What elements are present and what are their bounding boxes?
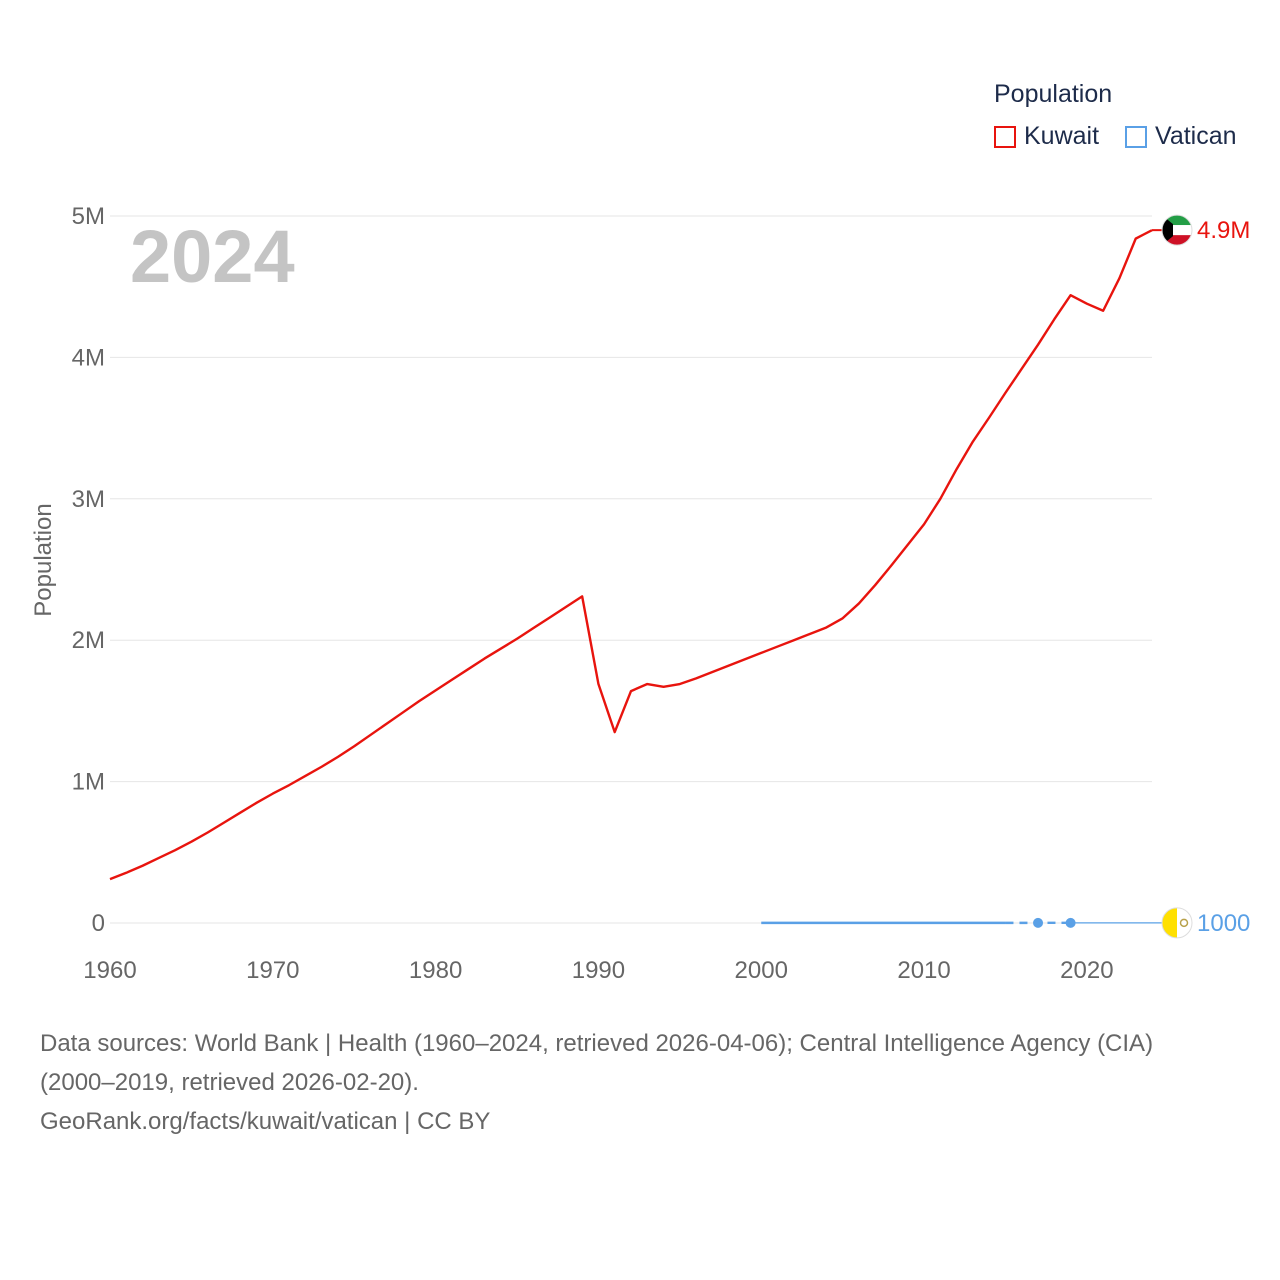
year-label: 2024 bbox=[130, 215, 295, 298]
series-layer bbox=[109, 229, 1165, 928]
end-label-kuwait: 4.9M bbox=[1197, 217, 1250, 244]
x-tick-label: 2010 bbox=[897, 957, 950, 984]
x-tick-label: 2000 bbox=[735, 957, 788, 984]
data-point-vatican bbox=[1033, 917, 1044, 928]
legend-item-kuwait[interactable]: Kuwait bbox=[994, 122, 1099, 151]
y-axis-title: Population bbox=[30, 503, 57, 616]
data-sources-line: Data sources: World Bank | Health (1960–… bbox=[40, 1030, 1154, 1057]
x-tick-label: 1970 bbox=[246, 957, 299, 984]
vatican-flag-icon bbox=[1161, 907, 1193, 939]
y-axis-ticks: 0 1M 2M 3M 4M 5M bbox=[72, 203, 105, 937]
legend-label-vatican: Vatican bbox=[1155, 122, 1237, 150]
y-tick-label: 0 bbox=[92, 910, 105, 937]
legend-swatch-vatican bbox=[1125, 125, 1147, 148]
legend-swatch-kuwait bbox=[994, 125, 1016, 148]
population-chart: 0 1M 2M 3M 4M 5M 1960 1970 1980 1990 2000 2010 2020… bbox=[30, 203, 1250, 984]
legend-item-vatican[interactable]: Vatican bbox=[1125, 122, 1237, 151]
grid-lines bbox=[110, 215, 1152, 924]
end-labels: 4.9M 1000 bbox=[1161, 214, 1250, 939]
credit-line: GeoRank.org/facts/kuwait/vatican | CC BY bbox=[40, 1108, 491, 1135]
x-axis-ticks: 1960 1970 1980 1990 2000 2010 2020 bbox=[83, 957, 1113, 984]
x-tick-label: 2020 bbox=[1060, 957, 1113, 984]
y-tick-label: 5M bbox=[72, 203, 105, 230]
y-tick-label: 2M bbox=[72, 627, 105, 654]
series-line-kuwait bbox=[109, 229, 1153, 881]
y-tick-label: 4M bbox=[72, 344, 105, 371]
legend-title: Population bbox=[994, 80, 1113, 108]
y-tick-label: 1M bbox=[72, 769, 105, 796]
x-tick-label: 1960 bbox=[83, 957, 136, 984]
x-tick-label: 1980 bbox=[409, 957, 462, 984]
kuwait-flag-icon bbox=[1161, 214, 1193, 246]
end-label-vatican: 1000 bbox=[1197, 910, 1250, 937]
x-tick-label: 1990 bbox=[572, 957, 625, 984]
y-tick-label: 3M bbox=[72, 486, 105, 513]
data-sources-line-2: (2000–2019, retrieved 2026-02-20). bbox=[40, 1069, 419, 1096]
legend-label-kuwait: Kuwait bbox=[1024, 122, 1100, 150]
chart-footer: Data sources: World Bank | Health (1960–… bbox=[40, 1024, 1250, 1141]
